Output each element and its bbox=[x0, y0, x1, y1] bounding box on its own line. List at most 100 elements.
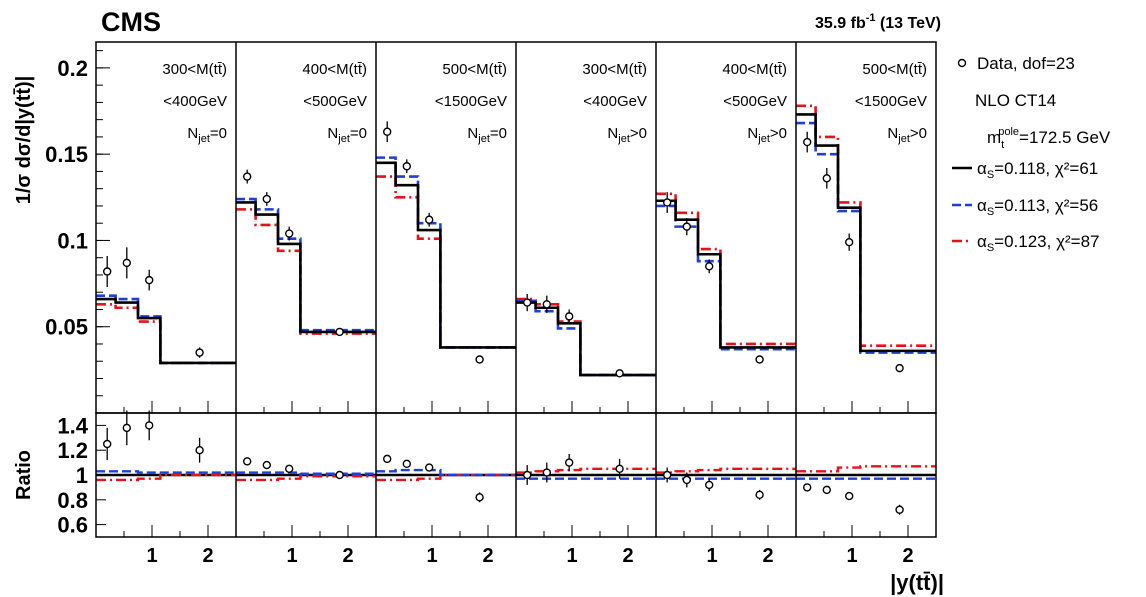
data-point bbox=[663, 198, 672, 207]
ratio-low-panel-1 bbox=[96, 470, 236, 474]
ratio-point bbox=[262, 460, 271, 470]
main-data bbox=[102, 121, 904, 378]
lumi-tail: (13 TeV) bbox=[876, 15, 942, 32]
alpha-sub: S bbox=[987, 206, 994, 218]
legend-text-low: =0.113, χ²=56 bbox=[994, 196, 1098, 215]
x-tick-label: 1 bbox=[566, 545, 577, 567]
data-point bbox=[755, 355, 764, 364]
ratio-tick-label: 1.2 bbox=[57, 438, 88, 463]
ratio-high-panel-1 bbox=[96, 473, 236, 482]
njet-symbol: N bbox=[607, 125, 618, 142]
panel-label-range: <400GeV bbox=[583, 93, 647, 110]
ratio-high-panel-4 bbox=[516, 467, 656, 474]
series-central-panel-1 bbox=[96, 297, 236, 365]
njet-sub: jet bbox=[477, 133, 490, 145]
ratio-point bbox=[335, 470, 344, 480]
ratio-point bbox=[663, 470, 672, 480]
panel-label-njet: Njet=0 bbox=[327, 125, 367, 145]
data-point bbox=[475, 355, 484, 364]
njet-sub: jet bbox=[197, 133, 210, 145]
njet-value: >0 bbox=[630, 125, 647, 142]
panel-label-njet: Njet>0 bbox=[607, 125, 647, 145]
data-point bbox=[402, 162, 411, 171]
ratio-tick-label: 1 bbox=[76, 463, 88, 488]
series-high-panel-5 bbox=[656, 192, 796, 346]
ratio-low-panel-2 bbox=[236, 471, 376, 475]
panel-label-mass: 500<M(tt̄) bbox=[442, 61, 507, 78]
njet-symbol: N bbox=[747, 125, 758, 142]
panel-label-mass: 400<M(tt̄) bbox=[302, 61, 367, 78]
njet-value: =0 bbox=[350, 125, 367, 142]
legend-entry-high: αS=0.123, χ²=87 bbox=[977, 232, 1100, 254]
panel-label-range: <400GeV bbox=[163, 93, 227, 110]
main-plot: 300<M(tt̄)<400GeVNjet=0400<M(tt̄)<500GeV… bbox=[96, 61, 936, 378]
data-point bbox=[803, 137, 812, 147]
series-low-panel-6 bbox=[796, 121, 936, 354]
ratio-tick-label: 1.4 bbox=[57, 413, 88, 438]
panel-label-njet: Njet>0 bbox=[747, 125, 787, 145]
ratio-point bbox=[122, 423, 132, 433]
series-high-panel-2 bbox=[236, 208, 376, 335]
panel-label-range: <1500GeV bbox=[435, 93, 507, 110]
data-point bbox=[615, 369, 624, 378]
ratio-point bbox=[755, 490, 764, 500]
legend-data-label: Data, dof=23 bbox=[977, 54, 1075, 73]
series-central-panel-3 bbox=[376, 161, 516, 349]
ratio-point bbox=[402, 459, 411, 469]
ratio-point bbox=[523, 470, 532, 480]
data-point bbox=[565, 312, 574, 321]
x-tick-label: 1 bbox=[706, 545, 717, 567]
data-point bbox=[523, 298, 532, 307]
data-point bbox=[102, 267, 112, 276]
ratio-tick-label: 0.6 bbox=[57, 513, 88, 538]
mass-value: =172.5 GeV bbox=[1019, 128, 1111, 147]
ratio-high-panel-6 bbox=[796, 465, 936, 473]
x-tick-label: 1 bbox=[146, 545, 157, 567]
data-point bbox=[122, 258, 132, 268]
x-tick-label: 1 bbox=[426, 545, 437, 567]
lumi-main: 35.9 fb bbox=[815, 15, 866, 32]
ratio-plot bbox=[96, 410, 936, 515]
x-tick-label: 2 bbox=[202, 545, 213, 567]
alpha-sub: S bbox=[987, 242, 994, 254]
data-point bbox=[383, 127, 392, 136]
main-series bbox=[96, 104, 936, 377]
ratio-axis-title: Ratio bbox=[13, 450, 35, 500]
njet-symbol: N bbox=[327, 125, 338, 142]
njet-symbol: N bbox=[887, 125, 898, 142]
series-central-panel-5 bbox=[656, 199, 796, 349]
ratio-point bbox=[195, 446, 204, 455]
ratio-point bbox=[475, 493, 484, 502]
panel-label-njet: Njet=0 bbox=[467, 125, 507, 145]
ratio-point bbox=[822, 485, 831, 495]
data-point bbox=[895, 363, 904, 373]
experiment-label: CMS bbox=[101, 7, 161, 37]
x-tick-label: 2 bbox=[902, 545, 913, 567]
ratio-point bbox=[845, 491, 854, 501]
data-point bbox=[542, 300, 551, 309]
data-point bbox=[682, 222, 691, 231]
ratio-point bbox=[542, 468, 551, 477]
data-point bbox=[425, 215, 434, 224]
ratio-point bbox=[242, 457, 252, 466]
njet-symbol: N bbox=[187, 125, 198, 142]
y-tick-label: 0.2 bbox=[57, 56, 88, 81]
series-low-panel-1 bbox=[96, 294, 236, 365]
data-point bbox=[845, 237, 854, 247]
main-labels: 300<M(tt̄)<400GeVNjet=0400<M(tt̄)<500GeV… bbox=[162, 61, 927, 145]
series-central-panel-4 bbox=[516, 301, 656, 377]
panel-label-range: <500GeV bbox=[303, 93, 367, 110]
y-axis-title: 1/σ dσ/d|y(tt̄)| bbox=[13, 76, 35, 205]
njet-value: >0 bbox=[910, 125, 927, 142]
ratio-low-panel-3 bbox=[376, 468, 516, 477]
x-tick-label: 2 bbox=[622, 545, 633, 567]
legend-text-central: =0.118, χ²=61 bbox=[994, 159, 1098, 178]
x-axis-title: |y(tt̄)| bbox=[890, 570, 944, 595]
mass-symbol: m bbox=[987, 128, 1001, 147]
series-low-panel-2 bbox=[236, 197, 376, 332]
data-point bbox=[705, 262, 714, 271]
panel-label-njet: Njet=0 bbox=[187, 125, 227, 145]
njet-value: =0 bbox=[210, 125, 227, 142]
luminosity-label: 35.9 fb-1 (13 TeV) bbox=[815, 12, 941, 32]
data-point bbox=[242, 172, 252, 181]
